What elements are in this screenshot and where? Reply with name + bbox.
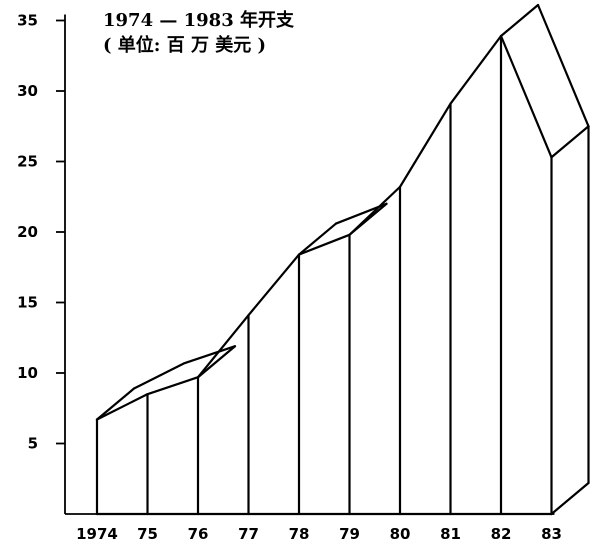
depth-edge: [499, 3, 540, 38]
x-tick-label: 75: [137, 525, 158, 542]
depth-edge: [550, 125, 590, 159]
chart-title: 1974 — 1983 年开支: [103, 9, 295, 31]
depth-edge: [196, 345, 237, 379]
x-tick-labels: 1974 75 76 77 78 79 80 81 82 83: [76, 525, 562, 542]
x-tick-label: 80: [390, 525, 411, 542]
x-tick-label: 77: [238, 525, 259, 542]
y-tick-label: 10: [17, 364, 38, 382]
y-tick-label: 30: [17, 82, 38, 100]
series-back-line: [132, 345, 237, 390]
depth-edge: [297, 222, 338, 256]
x-tick-label: 82: [491, 525, 512, 542]
y-tick-label: 35: [17, 12, 38, 30]
chart-subtitle: ( 单位: 百 万 美元 ): [103, 34, 266, 56]
ribbon-series: [95, 3, 590, 516]
y-tick-label: 20: [17, 223, 38, 241]
depth-edge: [348, 202, 388, 236]
y-tick-label: 25: [17, 153, 38, 171]
side-face-edge: [550, 481, 590, 516]
depth-edge: [95, 387, 136, 421]
x-tick-label: 83: [541, 525, 562, 542]
x-tick-label: 78: [289, 525, 310, 542]
x-tick-label: 76: [188, 525, 209, 542]
series-front-line: [95, 34, 553, 421]
series-back-line: [334, 202, 388, 225]
series-back-line: [536, 3, 590, 128]
y-tick-labels: 5 10 15 20 25 30 35: [17, 12, 65, 453]
x-tick-label: 81: [440, 525, 461, 542]
x-tick-label: 79: [339, 525, 360, 542]
y-tick-label: 15: [17, 294, 38, 312]
y-tick-label: 5: [28, 435, 38, 453]
x-tick-label: 1974: [76, 525, 118, 542]
axes: [64, 14, 555, 515]
